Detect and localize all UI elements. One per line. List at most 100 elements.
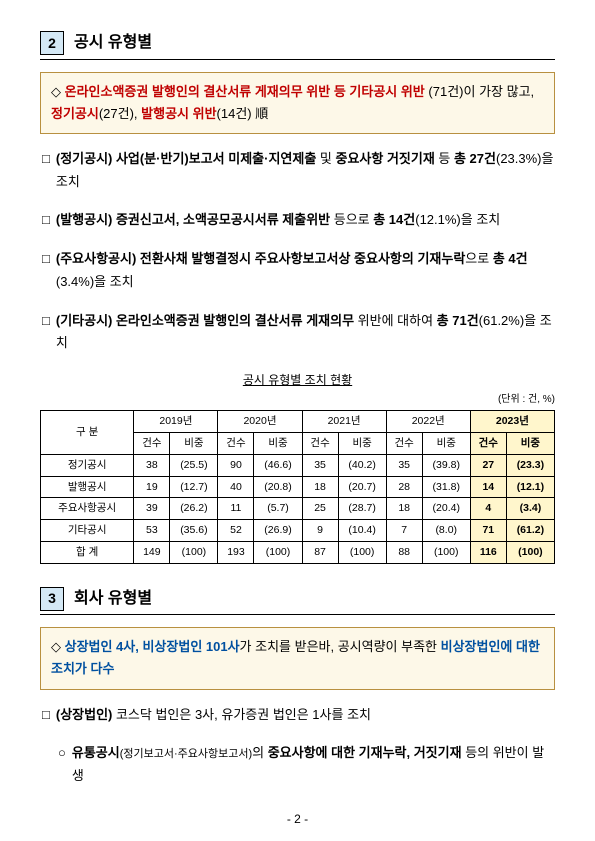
item-lead: (발행공시) 증권신고서, 소액공모공시서류 제출위반 [56,212,330,227]
table-cell: 88 [386,542,422,564]
table-cell: 7 [386,520,422,542]
table-cell: 87 [302,542,338,564]
table-cell: 71 [470,520,506,542]
hl-text: (71건) [428,84,463,99]
item-lead: (기타공시) 온라인소액증권 발행인의 결산서류 게재의무 [56,313,354,328]
item-lead: (상장법인) [56,707,113,722]
row-label: 정기공시 [41,454,134,476]
list-item: □ (정기공시) 사업(분·반기)보고서 미제출·지연제출 및 중요사항 거짓기… [40,148,555,194]
table-subheader: 건수 [386,433,422,455]
table-subheader: 비중 [338,433,386,455]
table-header: 구 분 [41,411,134,455]
section-2-title: 공시 유형별 [74,30,152,56]
table-cell: (39.8) [422,454,470,476]
hl-text: (27건), [99,106,141,121]
page-number: - 2 - [0,810,595,829]
table-subheader: 건수 [218,433,254,455]
table-cell: (31.8) [422,476,470,498]
table-cell: (100) [338,542,386,564]
table-cell: (20.7) [338,476,386,498]
item-lead: (주요사항공시) 전환사채 발행결정시 주요사항보고서상 중요사항의 기재누락 [56,251,465,266]
sub-text: 유통공시 [72,745,120,760]
list-item: □ (발행공시) 증권신고서, 소액공모공시서류 제출위반 등으로 총 14건(… [40,209,555,232]
data-table: 구 분 2019년 2020년 2021년 2022년 2023년 건수 비중 … [40,410,555,564]
table-cell: 149 [134,542,170,564]
table-cell: 11 [218,498,254,520]
table-subheader: 건수 [470,433,506,455]
item-body: (정기공시) 사업(분·반기)보고서 미제출·지연제출 및 중요사항 거짓기재 … [56,148,555,194]
hl-text: 정기공시 [51,106,99,121]
table-cell: 35 [386,454,422,476]
table-row: 주요사항공시39(26.2)11(5.7)25(28.7)18(20.4)4(3… [41,498,555,520]
hl-text: 이 가장 많고, [464,84,535,99]
item-text: 으로 [465,251,493,266]
table-body: 정기공시38(25.5)90(46.6)35(40.2)35(39.8)27(2… [41,454,555,563]
item-bold: 총 4건 [493,251,528,266]
table-cell: (23.3) [506,454,554,476]
table-cell: (20.8) [254,476,302,498]
item-body: (주요사항공시) 전환사채 발행결정시 주요사항보고서상 중요사항의 기재누락으… [56,248,555,294]
table-subheader: 건수 [302,433,338,455]
table-cell: (20.4) [422,498,470,520]
table-header: 2019년 [134,411,218,433]
item-rest: (3.4%)을 조치 [56,274,134,289]
table-cell: (25.5) [170,454,218,476]
table-cell: (35.6) [170,520,218,542]
table-row: 발행공시19(12.7)40(20.8)18(20.7)28(31.8)14(1… [41,476,555,498]
list-item: □ (기타공시) 온라인소액증권 발행인의 결산서류 게재의무 위반에 대하여 … [40,310,555,356]
table-cell: 40 [218,476,254,498]
section-3-highlight: ◇ 상장법인 4사, 비상장법인 101사가 조치를 받은바, 공시역량이 부족… [40,627,555,689]
item-body: (상장법인) 코스닥 법인은 3사, 유가증권 법인은 1사를 조치 [56,704,555,727]
item-text: 등 [435,151,454,166]
table-cell: 35 [302,454,338,476]
checkbox-mark: □ [42,248,50,294]
hl-text: 가 조치를 받은바, 공시역량이 부족한 [240,639,441,654]
sub-text: 중요사항에 대한 기재누락, 거짓기재 [268,745,462,760]
table-subheader: 비중 [422,433,470,455]
sub-text: (정기보고서·주요사항보고서) [120,748,252,760]
hl-text: (14건) 順 [217,106,269,121]
table-cell: (8.0) [422,520,470,542]
table-cell: 116 [470,542,506,564]
table-cell: (100) [422,542,470,564]
table-subheader: 비중 [170,433,218,455]
table-subheader: 비중 [506,433,554,455]
row-label: 합 계 [41,542,134,564]
section-3-header: 3 회사 유형별 [40,586,555,616]
table-cell: (46.6) [254,454,302,476]
section-2-number: 2 [40,31,64,55]
table-cell: (26.2) [170,498,218,520]
table-cell: (100) [170,542,218,564]
section-3-title: 회사 유형별 [74,586,152,612]
list-item: □ (주요사항공시) 전환사채 발행결정시 주요사항보고서상 중요사항의 기재누… [40,248,555,294]
table-cell: 52 [218,520,254,542]
item-rest: (12.1%)을 조치 [415,212,500,227]
table-cell: (12.1) [506,476,554,498]
table-cell: 28 [386,476,422,498]
diamond-mark: ◇ [51,84,65,99]
row-label: 주요사항공시 [41,498,134,520]
diamond-mark: ◇ [51,639,65,654]
item-text: 등으로 [330,212,373,227]
table-cell: 25 [302,498,338,520]
circle-mark: ○ [58,742,66,788]
checkbox-mark: □ [42,148,50,194]
table-cell: (12.7) [170,476,218,498]
table-row: 정기공시38(25.5)90(46.6)35(40.2)35(39.8)27(2… [41,454,555,476]
section-3-number: 3 [40,587,64,611]
table-cell: 18 [302,476,338,498]
table-row: 기타공시53(35.6)52(26.9)9(10.4)7(8.0)71(61.2… [41,520,555,542]
table-subheader: 건수 [134,433,170,455]
item-bold: 총 14건 [373,212,415,227]
table-cell: (61.2) [506,520,554,542]
item-body: (발행공시) 증권신고서, 소액공모공시서류 제출위반 등으로 총 14건(12… [56,209,555,232]
table-header: 2023년 [470,411,554,433]
table-cell: 39 [134,498,170,520]
table-header: 2020년 [218,411,302,433]
section-2-header: 2 공시 유형별 [40,30,555,60]
table-header: 2021년 [302,411,386,433]
hl-text: 발행공시 위반 [141,106,216,121]
table-cell: 193 [218,542,254,564]
item-lead2: 중요사항 거짓기재 [336,151,435,166]
table-caption: 공시 유형별 조치 현황 [40,371,555,390]
